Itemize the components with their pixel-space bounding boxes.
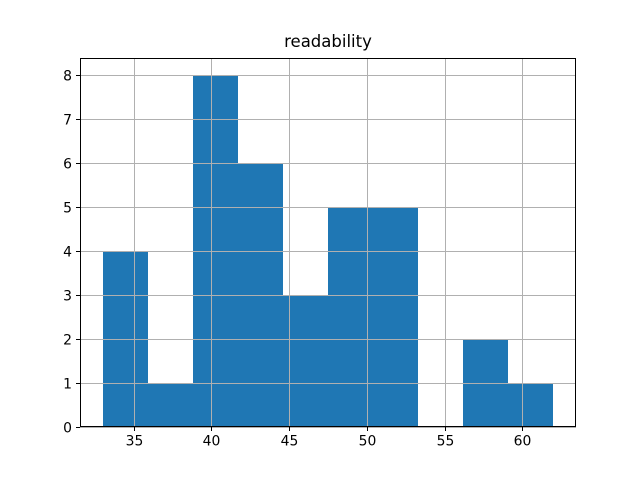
y-tick-label: 7 — [63, 113, 72, 129]
histogram-bar — [373, 207, 418, 427]
x-tick-label: 50 — [359, 434, 377, 450]
y-tick-label: 1 — [63, 377, 72, 393]
y-tick-label: 0 — [63, 421, 72, 437]
y-tick-label: 8 — [63, 69, 72, 85]
axes-spines — [80, 58, 576, 427]
y-tick-label: 3 — [63, 289, 72, 305]
y-tick-label: 5 — [63, 201, 72, 217]
x-tick-label: 35 — [126, 434, 144, 450]
histogram-bar — [283, 295, 328, 427]
x-tick-label: 55 — [437, 434, 455, 450]
x-tick-label: 60 — [514, 434, 532, 450]
x-tick-label: 40 — [203, 434, 221, 450]
y-tick-label: 2 — [63, 333, 72, 349]
chart-title: readability — [284, 32, 372, 51]
histogram-bar — [148, 383, 193, 427]
histogram-bar — [508, 383, 553, 427]
y-tick-label: 4 — [63, 245, 72, 261]
y-tick-label: 6 — [63, 157, 72, 173]
histogram-bar — [328, 207, 373, 427]
x-tick-label: 45 — [281, 434, 299, 450]
